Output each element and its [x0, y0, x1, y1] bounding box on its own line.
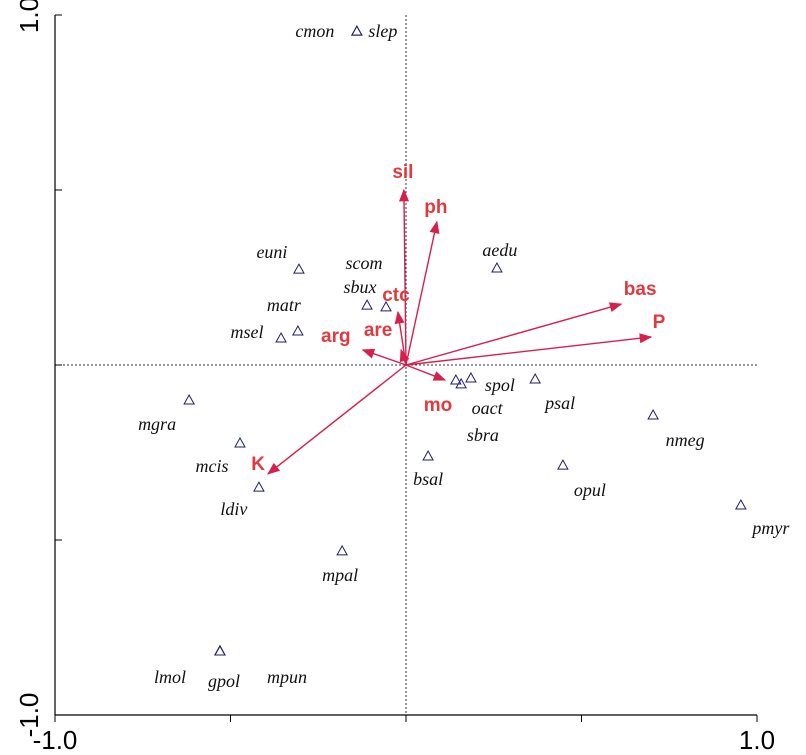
species-point	[351, 25, 363, 36]
species-point	[351, 25, 363, 36]
species-label: euni	[256, 242, 287, 262]
species-label: lmol	[154, 667, 186, 687]
species-point	[214, 644, 226, 656]
species-point	[735, 498, 747, 510]
species-label: cmon	[295, 21, 334, 41]
species-label: sbra	[467, 425, 499, 445]
x-tick-label: 1.0	[739, 725, 775, 755]
species-label: sbux	[343, 277, 376, 297]
species-point	[214, 644, 226, 656]
env-label: ph	[424, 197, 447, 218]
species-point	[465, 371, 477, 383]
species-label: ldiv	[220, 499, 247, 519]
species-point	[422, 449, 434, 461]
species-point	[275, 332, 287, 343]
env-arrow	[405, 333, 653, 366]
species-label: matr	[267, 295, 302, 315]
species-label: slep	[368, 21, 397, 41]
env-arrow	[405, 364, 447, 381]
species-point	[491, 262, 503, 273]
species-label: msel	[231, 322, 264, 342]
env-arrow	[267, 364, 407, 475]
species-point	[449, 374, 462, 385]
species-label: pmyr	[750, 518, 790, 538]
species-point	[529, 372, 542, 384]
species-point	[292, 325, 304, 336]
y-tick-label: -1.0	[14, 693, 44, 738]
species-label: psal	[543, 393, 575, 413]
env-label: P	[653, 312, 666, 333]
species-label: mpun	[267, 667, 307, 687]
species-point	[183, 393, 195, 405]
species-label: bsal	[413, 469, 443, 489]
y-tick-label: 1.0	[14, 0, 44, 33]
env-label: mo	[424, 395, 453, 416]
species-label: scom	[346, 253, 383, 273]
species-label: aedu	[482, 240, 517, 260]
species-label: mpal	[322, 565, 358, 585]
species-point	[293, 263, 305, 274]
species-label: mcis	[195, 456, 228, 476]
env-arrow	[405, 302, 623, 366]
env-arrow	[405, 220, 440, 366]
env-label: ctc	[382, 285, 410, 306]
env-label: are	[364, 320, 393, 341]
species-point	[336, 544, 348, 556]
env-label: K	[251, 454, 265, 475]
species-point	[455, 377, 467, 389]
species-point	[214, 644, 226, 656]
species-point	[234, 437, 246, 448]
env-label: sil	[392, 162, 413, 183]
env-label: bas	[624, 279, 657, 300]
env-arrow	[399, 348, 410, 366]
species-label: mgra	[138, 414, 176, 434]
species-label: nmeg	[666, 430, 705, 450]
x-tick-label: -1.0	[33, 725, 78, 755]
env-arrow	[361, 348, 407, 366]
species-point	[380, 300, 392, 312]
env-arrow	[398, 188, 410, 366]
species-point	[647, 409, 659, 420]
species-label: oact	[472, 398, 504, 418]
species-label: gpol	[208, 671, 240, 691]
species-point	[557, 459, 569, 470]
species-label: opul	[574, 480, 606, 500]
species-point	[361, 299, 373, 310]
species-label: spol	[485, 375, 515, 395]
env-label: arg	[321, 326, 351, 347]
species-point	[253, 481, 265, 492]
